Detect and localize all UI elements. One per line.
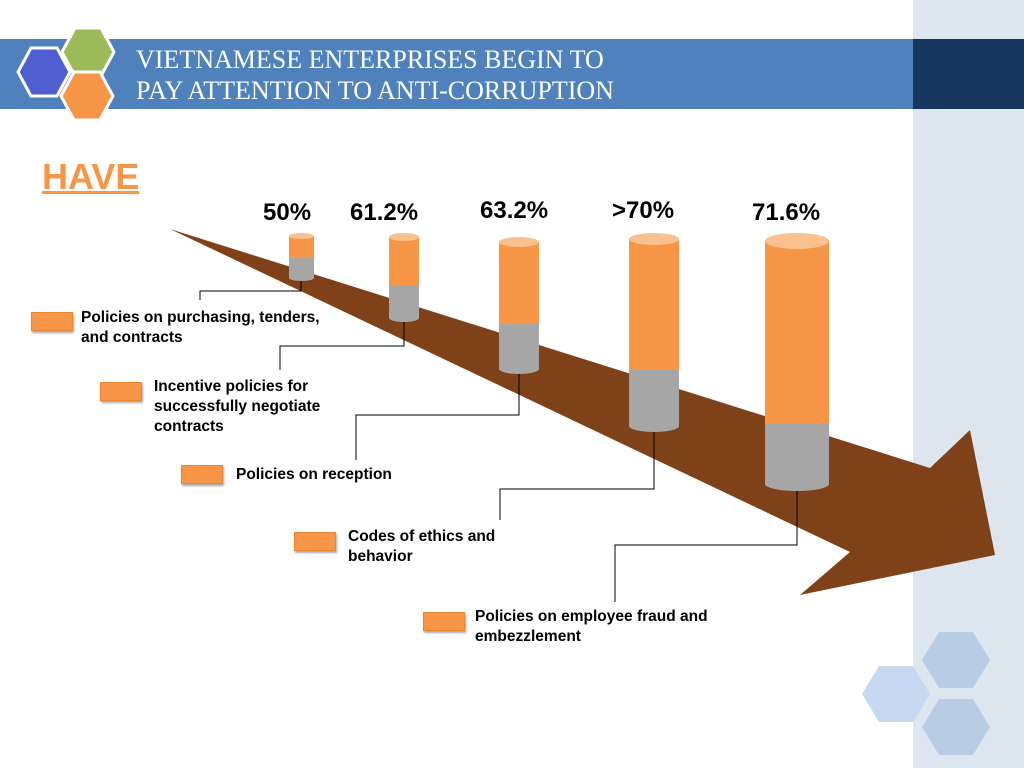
connector-1: [199, 281, 302, 300]
legend-label-5: Policies on employee fraud and embezzlem…: [475, 608, 708, 645]
legend-swatch-2: [100, 382, 142, 401]
cylinder-3: [499, 237, 539, 374]
title-line-2: PAY ATTENTION TO ANTI-CORRUPTION: [136, 76, 614, 105]
hexagon-logo: [16, 26, 116, 122]
cylinder-2: [389, 233, 419, 322]
legend-label-1: Policies on purchasing, tenders, and con…: [81, 309, 320, 346]
cylinder-1: [289, 233, 314, 281]
legend-swatch-5: [423, 612, 465, 631]
legend-swatch-4: [294, 532, 336, 551]
cylinder-5: [765, 233, 829, 491]
title-line-1: VIETNAMESE ENTERPRISES BEGIN TO: [136, 45, 604, 74]
decorative-hexagons: [862, 632, 990, 755]
percentage-label-5: 71.6%: [752, 199, 821, 226]
legend-swatch-1: [31, 312, 73, 331]
legend-label-3: Policies on reception: [236, 466, 392, 483]
cylinder-4: [629, 233, 679, 432]
connector-3: [355, 374, 520, 460]
connector-5: [614, 491, 798, 602]
connector-4: [499, 432, 655, 520]
legend-swatch-3: [181, 465, 223, 484]
trend-arrow: [170, 229, 995, 595]
heading-have: HAVE: [42, 156, 140, 197]
connector-2: [279, 322, 405, 370]
title-bar: [0, 39, 913, 109]
legend-label-2: Incentive policies for successfully nego…: [154, 378, 321, 435]
title-bar-accent: [913, 39, 1024, 109]
percentage-label-4: >70%: [612, 197, 675, 224]
legend-label-4: Codes of ethics and behavior: [348, 528, 496, 565]
percentage-label-2: 61.2%: [350, 199, 419, 226]
connector-lines: [199, 281, 798, 602]
percentage-label-3: 63.2%: [480, 197, 549, 224]
percentage-label-1: 50%: [263, 199, 312, 226]
slide-title: VIETNAMESE ENTERPRISES BEGIN TO PAY ATTE…: [136, 44, 836, 106]
